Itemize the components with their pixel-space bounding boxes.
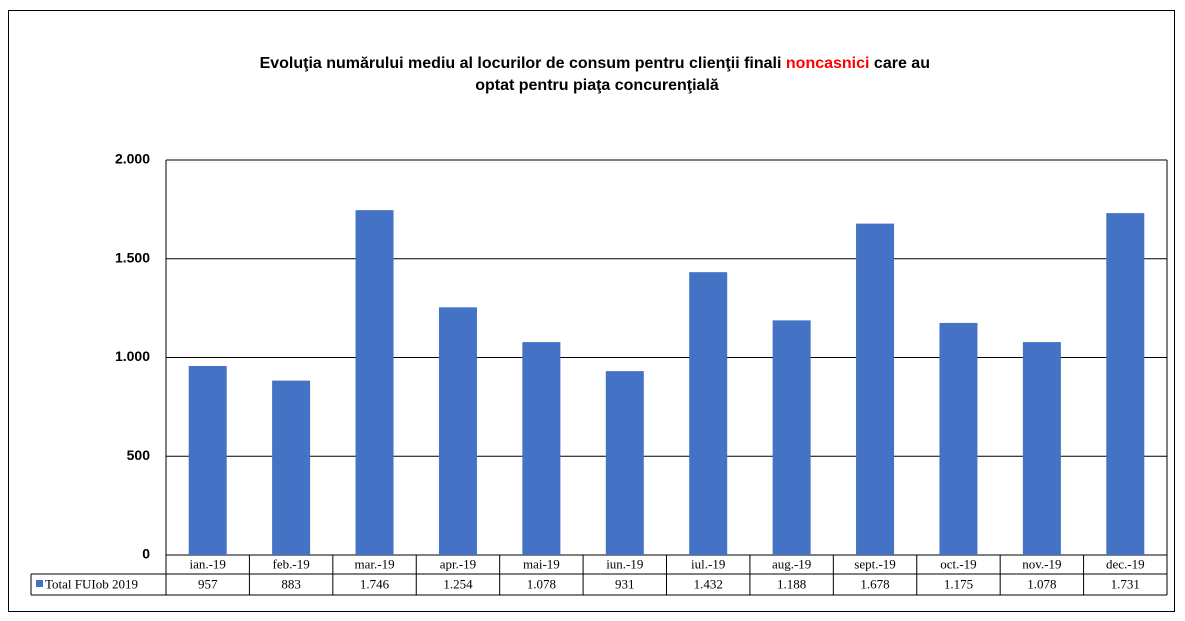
y-tick-label: 1.500 bbox=[115, 249, 150, 265]
table-value: 1.078 bbox=[527, 576, 556, 591]
bar bbox=[856, 223, 895, 555]
bar bbox=[1106, 213, 1145, 555]
chart-title: Evoluţia numărului mediu al locurilor de… bbox=[260, 55, 935, 94]
bar bbox=[188, 365, 227, 555]
table-value: 1.746 bbox=[360, 576, 390, 591]
x-tick-label: iun.-19 bbox=[606, 556, 643, 571]
title-part: care au bbox=[874, 55, 930, 72]
table-value: 1.175 bbox=[944, 576, 973, 591]
bar bbox=[1022, 342, 1061, 555]
legend-label: Total FUIob 2019 bbox=[45, 576, 138, 591]
x-tick-label: mar.-19 bbox=[355, 556, 395, 571]
table-value: 1.731 bbox=[1111, 576, 1140, 591]
y-tick-label: 1.000 bbox=[115, 348, 150, 364]
x-tick-label: feb.-19 bbox=[273, 556, 310, 571]
table-value: 1.254 bbox=[443, 576, 473, 591]
x-tick-label: ian.-19 bbox=[189, 556, 225, 571]
x-tick-label: oct.-19 bbox=[940, 556, 976, 571]
bar bbox=[438, 307, 477, 555]
table-value: 957 bbox=[198, 576, 218, 591]
bar bbox=[605, 371, 644, 555]
table-value: 1.188 bbox=[777, 576, 806, 591]
table-value: 931 bbox=[615, 576, 635, 591]
bar bbox=[772, 320, 811, 555]
table-value: 1.678 bbox=[860, 576, 889, 591]
title-highlight: noncasnici bbox=[786, 55, 870, 72]
title-part: Evoluţia numărului mediu al locurilor de… bbox=[260, 55, 782, 72]
x-tick-label: nov.-19 bbox=[1022, 556, 1061, 571]
x-tick-label: apr.-19 bbox=[440, 556, 476, 571]
bar bbox=[522, 342, 561, 555]
legend-swatch bbox=[36, 580, 43, 587]
chart-frame bbox=[8, 10, 1175, 612]
y-tick-label: 0 bbox=[142, 546, 150, 562]
title-part: optat pentru piaţa concurenţială bbox=[475, 77, 719, 94]
bar bbox=[355, 210, 394, 556]
bar bbox=[272, 380, 311, 555]
x-tick-label: mai-19 bbox=[523, 556, 560, 571]
table-value: 1.432 bbox=[694, 576, 723, 591]
table-value: 883 bbox=[281, 576, 301, 591]
x-tick-label: dec.-19 bbox=[1106, 556, 1145, 571]
table-value: 1.078 bbox=[1027, 576, 1056, 591]
y-tick-label: 500 bbox=[127, 447, 151, 463]
x-tick-label: aug.-19 bbox=[772, 556, 811, 571]
bar bbox=[939, 322, 978, 555]
y-tick-label: 2.000 bbox=[115, 151, 150, 167]
bar bbox=[689, 272, 728, 555]
x-tick-label: iul.-19 bbox=[691, 556, 725, 571]
x-tick-label: sept.-19 bbox=[854, 556, 896, 571]
